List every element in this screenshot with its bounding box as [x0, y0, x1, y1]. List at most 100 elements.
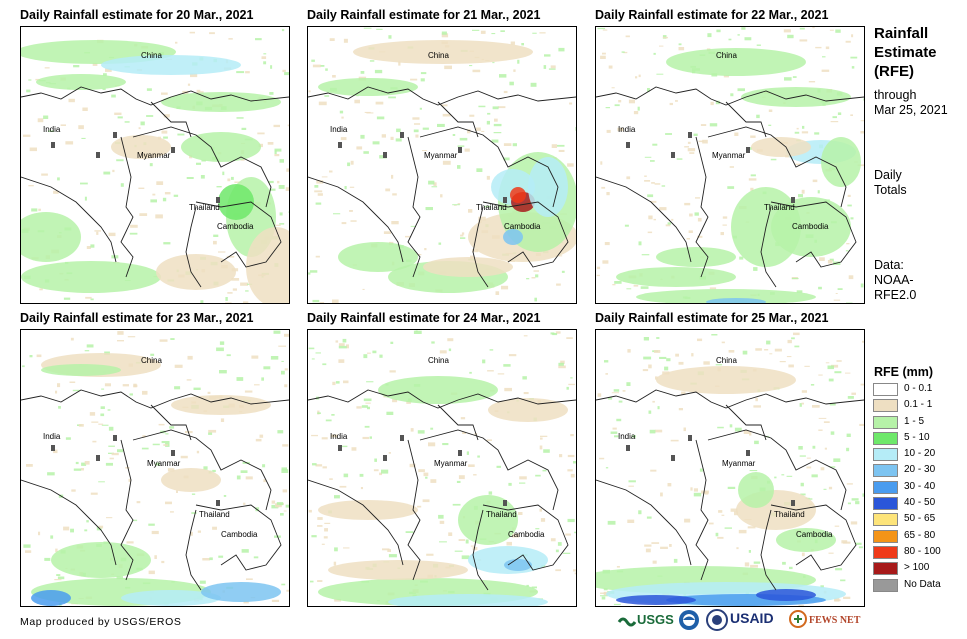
rain-speckle	[405, 235, 411, 238]
rain-speckle	[496, 465, 501, 468]
rain-speckle	[207, 391, 211, 394]
rain-speckle	[461, 232, 465, 235]
border-line	[21, 86, 289, 106]
rain-speckle	[825, 362, 830, 364]
rain-area	[51, 542, 151, 578]
legend-swatch	[873, 578, 898, 592]
rain-speckle	[78, 424, 84, 427]
rain-speckle	[174, 386, 181, 390]
rain-speckle	[325, 68, 328, 71]
rain-speckle	[268, 180, 274, 184]
rain-speckle	[845, 372, 851, 374]
rain-area	[378, 376, 498, 404]
rain-speckle	[693, 488, 698, 492]
rain-speckle	[676, 158, 683, 160]
rain-speckle	[518, 512, 523, 515]
rain-speckle	[159, 339, 168, 342]
rain-speckle	[644, 175, 647, 177]
rain-speckle	[376, 116, 385, 120]
rain-speckle	[286, 168, 289, 172]
rain-speckle	[550, 65, 556, 69]
rain-speckle	[653, 218, 656, 221]
rain-speckle	[850, 217, 854, 220]
rain-speckle	[828, 486, 833, 490]
rain-speckle	[614, 104, 620, 107]
rain-area	[218, 184, 254, 220]
rain-speckle	[540, 518, 546, 522]
rain-speckle	[470, 545, 474, 547]
rain-speckle	[261, 56, 267, 59]
rain-speckle	[499, 74, 507, 78]
rain-speckle	[81, 137, 86, 139]
rain-speckle	[558, 362, 564, 366]
rain-speckle	[325, 419, 332, 422]
rain-speckle	[196, 162, 201, 165]
rain-speckle	[212, 526, 217, 530]
legend-label: 80 - 100	[904, 545, 941, 557]
rain-speckle	[343, 38, 348, 43]
usaid-logo: USAID	[730, 610, 774, 626]
rain-speckle	[231, 176, 234, 180]
rain-speckle	[614, 435, 619, 438]
rain-speckle	[279, 212, 283, 216]
rain-area	[21, 261, 161, 293]
rain-speckle	[320, 65, 325, 67]
rain-speckle	[254, 384, 260, 386]
china-label: China	[716, 51, 737, 60]
rain-speckle	[801, 189, 805, 194]
panel-title: Daily Rainfall estimate for 21 Mar., 202…	[307, 8, 541, 22]
rain-speckle	[472, 69, 481, 73]
rain-speckle	[469, 371, 472, 374]
rain-speckle	[405, 531, 414, 533]
rain-speckle	[38, 208, 41, 211]
rain-speckle	[715, 532, 719, 537]
rain-speckle	[321, 176, 328, 178]
rain-speckle	[684, 202, 691, 206]
legend-swatch	[873, 562, 898, 576]
rain-speckle	[573, 461, 576, 464]
rain-speckle	[643, 337, 649, 341]
rain-speckle	[648, 215, 653, 220]
border-line	[195, 504, 282, 571]
rain-area	[751, 137, 811, 157]
rain-speckle	[236, 117, 244, 119]
china-label: China	[716, 356, 737, 365]
rain-speckle	[142, 390, 148, 395]
rain-speckle	[684, 518, 691, 523]
rain-speckle	[522, 376, 527, 380]
rain-speckle	[621, 51, 625, 53]
rain-speckle	[425, 476, 428, 479]
rain-speckle	[734, 427, 742, 432]
rain-speckle	[441, 33, 449, 38]
highland-mark	[688, 435, 692, 441]
rain-speckle	[86, 246, 91, 249]
rain-speckle	[711, 334, 718, 336]
rain-speckle	[430, 479, 437, 483]
rain-speckle	[493, 132, 502, 134]
rain-speckle	[701, 490, 709, 494]
rain-speckle	[193, 387, 201, 390]
rain-speckle	[212, 469, 216, 473]
rain-speckle	[75, 461, 79, 465]
rain-speckle	[329, 170, 333, 173]
rain-speckle	[637, 106, 640, 111]
rain-speckle	[606, 129, 611, 133]
rain-speckle	[652, 560, 657, 564]
rain-speckle	[605, 373, 608, 375]
rain-speckle	[176, 490, 178, 493]
border-line	[185, 206, 202, 288]
rain-speckle	[710, 101, 714, 106]
rain-speckle	[359, 473, 364, 477]
rain-speckle	[768, 109, 773, 112]
rain-speckle	[342, 338, 347, 343]
rain-speckle	[724, 527, 732, 529]
rain-speckle	[315, 202, 322, 205]
rain-speckle	[415, 134, 419, 138]
map-credit: Map produced by USGS/EROS	[20, 616, 182, 628]
rain-speckle	[90, 298, 94, 301]
rain-speckle	[274, 148, 282, 152]
rain-speckle	[828, 552, 834, 554]
rain-speckle	[818, 417, 827, 419]
rain-speckle	[209, 32, 215, 35]
rain-speckle	[70, 528, 74, 533]
